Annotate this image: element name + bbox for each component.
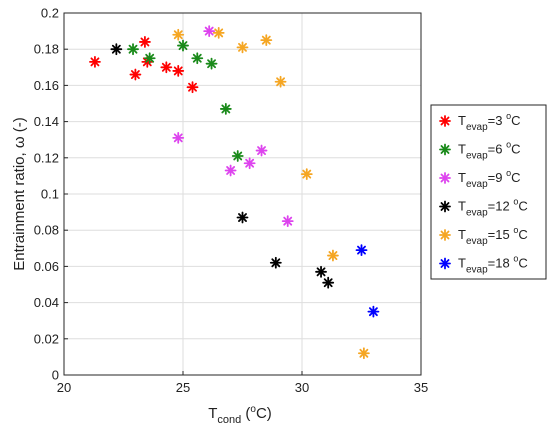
legend-label-4: Tevap=15 oC (458, 225, 528, 247)
x-axis-ticks: 20 25 30 35 (57, 371, 428, 395)
legend-label-5: Tevap=18 oC (458, 254, 528, 276)
data-point-series-4 (274, 75, 287, 88)
legend-marker-4 (439, 229, 451, 241)
data-points (89, 25, 380, 360)
data-point-series-0 (172, 65, 185, 77)
data-point-series-4 (260, 34, 273, 47)
legend-marker-5 (439, 257, 451, 270)
y-tick-label: 0.1 (41, 187, 59, 202)
data-point-series-4 (212, 27, 225, 39)
data-point-series-4 (327, 249, 339, 262)
data-point-series-1 (219, 103, 232, 115)
legend-marker-1 (439, 143, 451, 156)
data-point-series-0 (129, 68, 142, 81)
y-tick-label: 0.08 (34, 223, 59, 238)
data-point-series-0 (139, 36, 151, 48)
y-axis-label: Entrainment ratio, ω (-) (11, 117, 28, 270)
data-point-series-2 (172, 131, 185, 144)
legend-marker-0 (439, 115, 451, 127)
y-tick-label: 0.16 (34, 78, 59, 93)
data-point-series-0 (186, 81, 199, 94)
data-point-series-0 (89, 55, 101, 68)
data-point-series-2 (203, 25, 216, 37)
data-point-series-4 (357, 347, 370, 360)
legend-label-2: Tevap=9 oC (458, 168, 520, 190)
data-point-series-1 (231, 150, 244, 162)
y-tick-label: 0.04 (34, 295, 59, 310)
legend-box (430, 104, 547, 280)
data-point-series-2 (224, 164, 237, 177)
y-tick-label: 0.06 (34, 259, 59, 274)
data-point-series-4 (236, 41, 249, 54)
legend-label-0: Tevap=3 oC (458, 111, 520, 133)
data-point-series-0 (160, 61, 173, 74)
legend-label-1: Tevap=6 oC (458, 140, 520, 162)
data-point-series-3 (315, 265, 327, 278)
data-point-series-3 (269, 256, 282, 269)
data-point-series-1 (205, 57, 218, 70)
legend-marker-2 (439, 172, 451, 184)
y-tick-label: 0.02 (34, 331, 59, 346)
legend: Tevap=3 oC Tevap=6 oC Tevap=9 oC Tevap=12 o… (430, 104, 547, 280)
data-point-series-2 (243, 157, 256, 170)
data-point-series-5 (355, 244, 368, 257)
legend-marker-3 (439, 200, 451, 213)
legend-label-3: Tevap=12 oC (458, 197, 528, 219)
y-tick-label: 0.18 (34, 42, 59, 57)
data-point-series-4 (172, 28, 185, 41)
x-tick-label: 35 (414, 380, 428, 395)
data-point-series-3 (322, 276, 335, 289)
y-tick-label: 0.14 (34, 114, 59, 129)
y-tick-label: 0.2 (41, 6, 59, 21)
y-tick-label: 0.12 (34, 150, 59, 165)
x-tick-label: 25 (176, 380, 190, 395)
x-tick-label: 30 (295, 380, 309, 395)
data-point-series-4 (300, 168, 313, 180)
data-point-series-1 (191, 52, 204, 65)
data-point-series-1 (143, 52, 156, 65)
data-point-series-2 (281, 215, 294, 228)
data-point-series-1 (127, 43, 139, 56)
x-axis-label: Tcond (oC) (208, 404, 272, 426)
data-point-series-3 (110, 43, 123, 56)
data-point-series-2 (255, 144, 268, 157)
data-point-series-3 (236, 211, 249, 224)
data-point-series-1 (177, 39, 189, 52)
x-tick-label: 20 (57, 380, 71, 395)
y-axis-ticks: 0 0.02 0.04 0.06 0.08 0.1 0.12 0.14 0.16 0.18 0.2 (34, 6, 68, 383)
data-point-series-5 (367, 305, 380, 318)
y-tick-label: 0 (52, 368, 59, 383)
